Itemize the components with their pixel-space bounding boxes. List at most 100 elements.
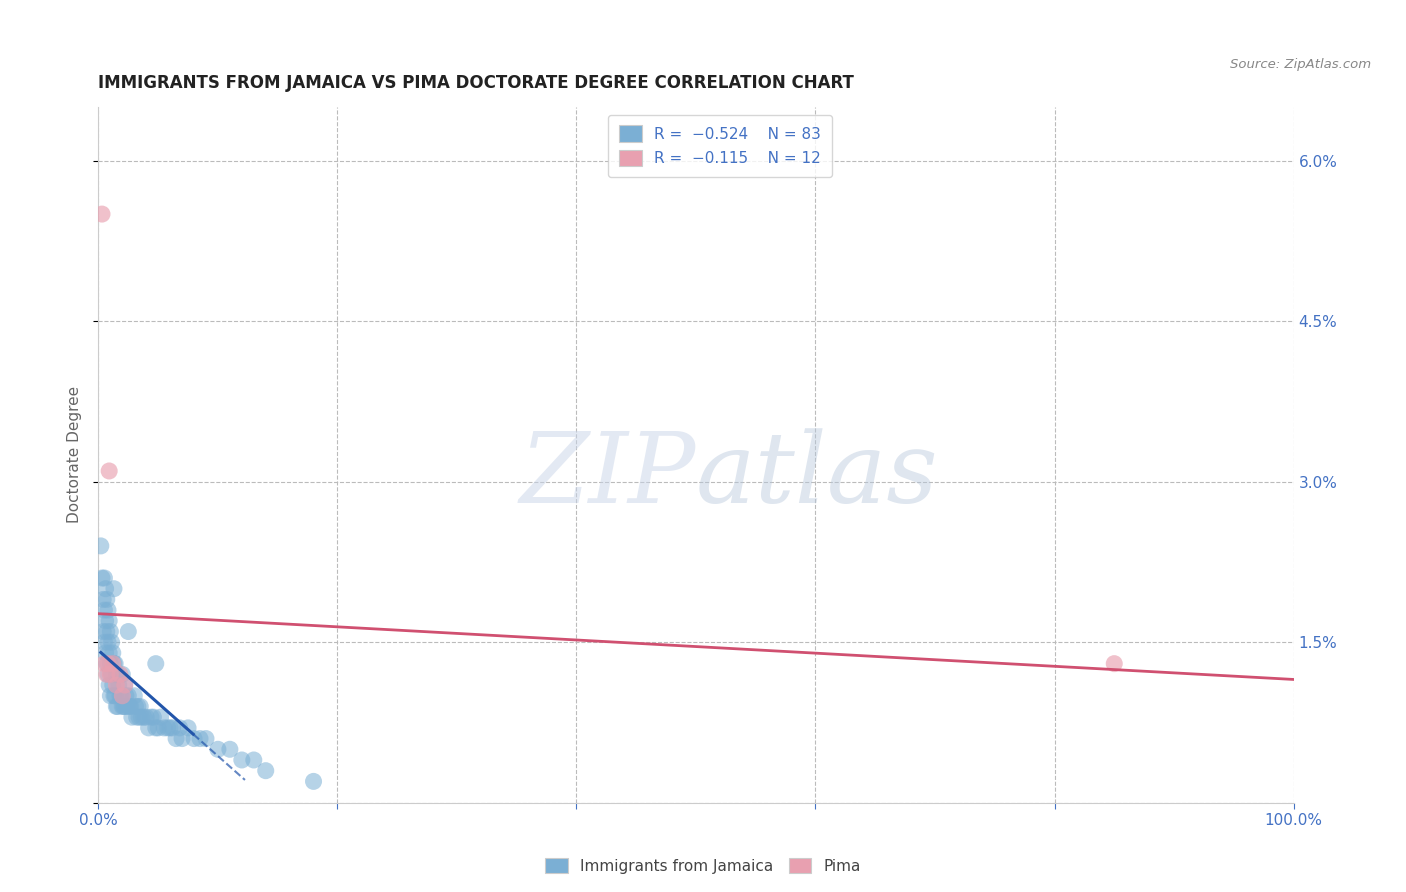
Point (107, 678, 129, 692)
Point (117, 689, 139, 703)
Point (159, 721, 181, 735)
Point (135, 710, 157, 724)
Point (139, 710, 162, 724)
Point (101, 678, 124, 692)
Point (111, 699, 134, 714)
Point (98, 646, 121, 660)
Point (254, 764, 277, 778)
Point (138, 721, 160, 735)
Point (188, 731, 211, 746)
Point (100, 635, 122, 649)
Point (111, 667, 134, 681)
Point (121, 710, 143, 724)
Point (93, 635, 115, 649)
Text: Source: ZipAtlas.com: Source: ZipAtlas.com (1230, 58, 1371, 71)
Point (156, 721, 179, 735)
Point (94, 614, 117, 628)
Point (98, 624, 122, 639)
Point (110, 689, 132, 703)
Point (103, 582, 125, 596)
Point (172, 731, 194, 746)
Point (124, 689, 146, 703)
Point (107, 699, 129, 714)
Point (97, 635, 120, 649)
Point (115, 689, 138, 703)
Point (93, 571, 115, 585)
Point (302, 774, 325, 789)
Point (243, 753, 266, 767)
Point (97, 667, 120, 681)
Point (94, 646, 117, 660)
Point (127, 699, 149, 714)
Point (231, 753, 253, 767)
Point (115, 699, 138, 714)
Point (120, 699, 142, 714)
Point (93, 657, 115, 671)
Point (169, 721, 191, 735)
Point (98, 614, 121, 628)
Point (128, 710, 150, 724)
Point (90, 539, 112, 553)
Point (124, 699, 146, 714)
Point (105, 678, 128, 692)
Point (98, 464, 121, 478)
Point (97, 603, 120, 617)
Point (104, 657, 127, 671)
Point (107, 667, 129, 681)
Point (103, 657, 125, 671)
Point (207, 742, 229, 756)
Point (94, 582, 117, 596)
Point (91, 207, 114, 221)
Point (177, 721, 200, 735)
Point (101, 646, 124, 660)
Point (105, 667, 128, 681)
Point (111, 689, 134, 703)
Point (100, 667, 122, 681)
Point (142, 710, 165, 724)
Point (129, 699, 152, 714)
Point (117, 624, 139, 639)
Legend: R =  −0.524    N = 83, R =  −0.115    N = 12: R = −0.524 N = 83, R = −0.115 N = 12 (609, 115, 832, 177)
Point (114, 678, 136, 692)
Point (114, 678, 136, 692)
Point (148, 721, 170, 735)
Point (131, 710, 153, 724)
Point (114, 699, 136, 714)
Point (183, 731, 205, 746)
Point (96, 657, 118, 671)
Point (98, 657, 122, 671)
Point (145, 657, 167, 671)
Point (96, 667, 118, 681)
Text: atlas: atlas (696, 428, 939, 524)
Text: ZIP: ZIP (520, 428, 696, 524)
Point (98, 667, 122, 681)
Point (108, 689, 131, 703)
Point (162, 721, 184, 735)
Point (91, 592, 114, 607)
Point (125, 710, 148, 724)
Point (219, 742, 242, 756)
Point (96, 592, 118, 607)
Point (149, 710, 172, 724)
Legend: Immigrants from Jamaica, Pima: Immigrants from Jamaica, Pima (538, 852, 868, 880)
Y-axis label: Doctorate Degree: Doctorate Degree (67, 386, 83, 524)
Point (165, 731, 187, 746)
Point (91, 571, 114, 585)
Point (195, 731, 218, 746)
Point (112, 699, 135, 714)
Point (108, 667, 131, 681)
Point (98, 689, 122, 703)
Point (103, 689, 125, 703)
Point (98, 678, 121, 692)
Point (1104, 657, 1126, 671)
Point (96, 624, 118, 639)
Text: IMMIGRANTS FROM JAMAICA VS PIMA DOCTORATE DEGREE CORRELATION CHART: IMMIGRANTS FROM JAMAICA VS PIMA DOCTORAT… (98, 74, 855, 92)
Point (101, 657, 124, 671)
Point (104, 689, 127, 703)
Point (91, 624, 114, 639)
Point (118, 699, 141, 714)
Point (93, 603, 115, 617)
Point (145, 721, 167, 735)
Point (105, 699, 128, 714)
Point (132, 710, 155, 724)
